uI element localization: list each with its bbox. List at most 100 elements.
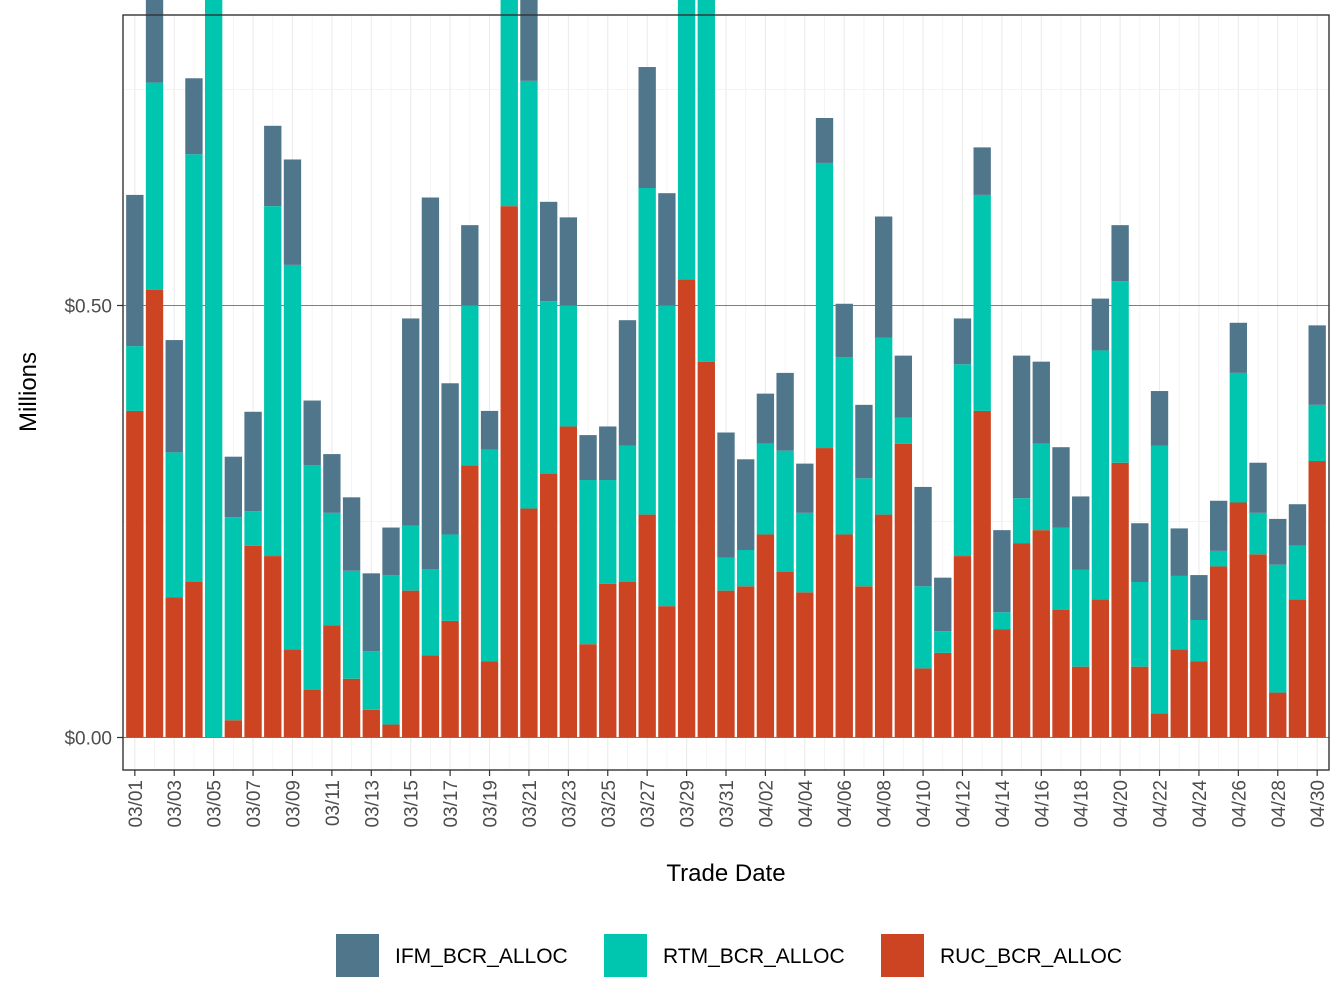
x-tick-label: 04/14: [993, 780, 1014, 828]
bar-segment-rtm-bcr-alloc: [362, 651, 380, 710]
bar-segment-rtm-bcr-alloc: [421, 569, 440, 656]
bar-segment-ruc-bcr-alloc: [145, 289, 164, 738]
bar-segment-ifm-bcr-alloc: [126, 194, 144, 347]
bar-segment-ruc-bcr-alloc: [855, 586, 873, 738]
bar-segment-ifm-bcr-alloc: [776, 372, 794, 451]
x-tick-label: 04/16: [1032, 780, 1053, 828]
bar-segment-ifm-bcr-alloc: [953, 318, 972, 365]
bar-segment-rtm-bcr-alloc: [835, 357, 853, 535]
bar-segment-ruc-bcr-alloc: [1072, 666, 1090, 738]
x-tick-label: 03/11: [323, 780, 344, 826]
bar-segment-ifm-bcr-alloc: [599, 426, 617, 481]
bar-segment-rtm-bcr-alloc: [717, 557, 735, 591]
bar-segment-ifm-bcr-alloc: [894, 355, 913, 418]
legend: IFM_BCR_ALLOC RTM_BCR_ALLOC RUC_BCR_ALLOC: [336, 934, 1122, 977]
bar-segment-ruc-bcr-alloc: [559, 426, 578, 738]
bar-segment-ruc-bcr-alloc: [461, 465, 479, 738]
x-tick-label: 04/04: [796, 780, 817, 828]
bar-segment-rtm-bcr-alloc: [638, 187, 656, 515]
bar-segment-rtm-bcr-alloc: [1170, 575, 1188, 650]
bar-segment-ifm-bcr-alloc: [264, 125, 282, 207]
x-tick-label: 03/21: [520, 780, 541, 828]
bar-segment-ifm-bcr-alloc: [402, 318, 420, 526]
bar-segment-rtm-bcr-alloc: [677, 0, 696, 280]
bar-segment-ruc-bcr-alloc: [776, 571, 794, 738]
bar-segment-ifm-bcr-alloc: [934, 577, 952, 632]
bar-segment-rtm-bcr-alloc: [1249, 512, 1267, 555]
bar-segment-ifm-bcr-alloc: [362, 573, 380, 652]
bar-segment-rtm-bcr-alloc: [441, 534, 459, 621]
bar-segment-ifm-bcr-alloc: [1131, 523, 1149, 582]
bar-segment-rtm-bcr-alloc: [618, 445, 637, 582]
bar-segment-ruc-bcr-alloc: [165, 597, 183, 738]
bar-segment-ifm-bcr-alloc: [796, 463, 814, 513]
y-tick-label: $0.00: [64, 729, 112, 750]
x-tick-label: 03/19: [481, 780, 502, 828]
bar-segment-ruc-bcr-alloc: [1012, 543, 1031, 738]
x-tick-label: 03/23: [559, 780, 580, 828]
bar-segment-rtm-bcr-alloc: [461, 305, 479, 466]
bar-segment-ruc-bcr-alloc: [1111, 462, 1129, 738]
bar-segment-rtm-bcr-alloc: [855, 478, 873, 587]
bar-segment-ifm-bcr-alloc: [1111, 225, 1129, 282]
bar-segment-ifm-bcr-alloc: [1190, 575, 1208, 620]
legend-key-rtm-bcr-alloc: [604, 934, 647, 977]
bar-segment-ifm-bcr-alloc: [914, 486, 932, 587]
bar-segment-ifm-bcr-alloc: [224, 456, 243, 518]
bar-segment-rtm-bcr-alloc: [1111, 281, 1129, 463]
bar-segment-rtm-bcr-alloc: [264, 206, 282, 557]
bar-segment-ruc-bcr-alloc: [579, 644, 597, 738]
y-axis: $0.00$0.50$1.00$1.50: [64, 297, 123, 750]
bar-segment-ifm-bcr-alloc: [835, 303, 853, 358]
bar-segment-ruc-bcr-alloc: [1170, 649, 1188, 738]
bar-segment-ruc-bcr-alloc: [303, 689, 321, 738]
bar-segment-rtm-bcr-alloc: [204, 0, 223, 738]
x-tick-label: 03/05: [205, 780, 226, 828]
legend-label: IFM_BCR_ALLOC: [395, 945, 568, 968]
bar-segment-rtm-bcr-alloc: [1032, 443, 1050, 531]
bar-segment-ruc-bcr-alloc: [1209, 566, 1228, 738]
bar-segment-ruc-bcr-alloc: [717, 590, 735, 738]
bar-segment-rtm-bcr-alloc: [1209, 550, 1228, 567]
x-tick-label: 04/24: [1190, 780, 1211, 828]
bar-segment-ifm-bcr-alloc: [1229, 322, 1248, 373]
bar-segment-ruc-bcr-alloc: [480, 661, 499, 738]
bar-segment-ifm-bcr-alloc: [579, 435, 597, 481]
x-tick-label: 04/12: [953, 780, 974, 828]
x-tick-label: 04/30: [1308, 780, 1329, 828]
bar-segment-rtm-bcr-alloc: [1131, 581, 1149, 667]
y-tick-label: $0.50: [64, 297, 112, 318]
bar-segment-ifm-bcr-alloc: [658, 193, 676, 306]
bar-segment-ruc-bcr-alloc: [185, 581, 203, 738]
bar-segment-ruc-bcr-alloc: [599, 583, 617, 738]
bar-segment-ifm-bcr-alloc: [1052, 447, 1070, 528]
bar-segment-ruc-bcr-alloc: [815, 448, 834, 738]
bar-segment-ruc-bcr-alloc: [894, 443, 913, 738]
bar-segment-ifm-bcr-alloc: [1170, 528, 1188, 576]
bar-segment-ruc-bcr-alloc: [520, 508, 538, 738]
x-tick-label: 03/01: [126, 780, 147, 828]
x-axis: 03/01 03/03 03/05 03/07 03/09 03/11 03/13 03/15…: [126, 770, 1329, 828]
bar-segment-rtm-bcr-alloc: [539, 301, 558, 474]
bar-segment-ruc-bcr-alloc: [1288, 599, 1307, 738]
bar-segment-rtm-bcr-alloc: [382, 575, 400, 725]
x-axis-title: Trade Date: [666, 860, 785, 887]
bar-segment-rtm-bcr-alloc: [1091, 350, 1110, 600]
bar-segment-rtm-bcr-alloc: [126, 346, 144, 411]
bar-segment-rtm-bcr-alloc: [658, 305, 676, 607]
bar-segment-ruc-bcr-alloc: [362, 709, 380, 738]
bar-segment-rtm-bcr-alloc: [953, 364, 972, 557]
bar-segment-rtm-bcr-alloc: [993, 612, 1011, 630]
x-tick-label: 03/07: [244, 780, 265, 828]
x-tick-label: 03/17: [441, 780, 462, 828]
bar-segment-rtm-bcr-alloc: [559, 305, 578, 427]
bar-segment-ifm-bcr-alloc: [342, 497, 361, 571]
x-tick-label: 04/10: [914, 780, 935, 828]
bar-segment-ifm-bcr-alloc: [638, 67, 656, 188]
bar-segment-ifm-bcr-alloc: [756, 393, 775, 444]
bar-segment-rtm-bcr-alloc: [796, 512, 814, 593]
bar-segment-rtm-bcr-alloc: [165, 452, 183, 598]
bar-segment-ifm-bcr-alloc: [323, 454, 341, 513]
bar-segment-rtm-bcr-alloc: [185, 154, 203, 582]
